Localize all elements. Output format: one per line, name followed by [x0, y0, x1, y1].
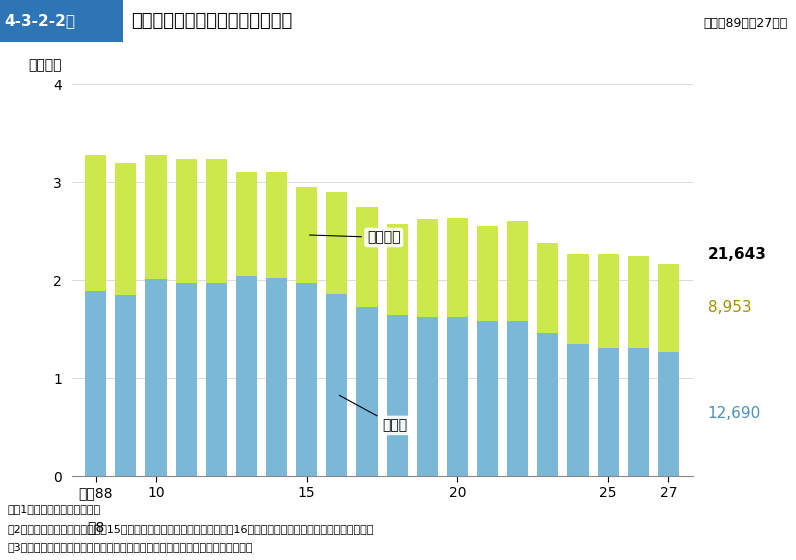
Bar — [537, 333, 559, 476]
Bar — [236, 172, 257, 276]
Bar — [146, 155, 166, 279]
Bar — [477, 226, 498, 321]
Bar — [628, 348, 649, 476]
Bar — [115, 295, 136, 476]
Bar — [0, 0, 123, 42]
Bar — [507, 321, 529, 476]
Bar — [447, 317, 468, 476]
Text: 暴力団構成員等の検挙人員の推移: 暴力団構成員等の検挙人員の推移 — [131, 12, 293, 30]
Bar — [115, 164, 136, 295]
Text: 8,953: 8,953 — [708, 300, 751, 315]
Bar — [417, 317, 438, 476]
Text: 特別法犯: 特別法犯 — [310, 231, 400, 245]
Bar — [537, 243, 559, 333]
Bar — [657, 352, 679, 476]
Bar — [326, 192, 347, 294]
Text: （平成89年～27年）: （平成89年～27年） — [704, 17, 788, 30]
Bar — [628, 256, 649, 348]
Bar — [205, 160, 227, 283]
Bar — [296, 283, 318, 476]
Bar — [85, 291, 107, 476]
Bar — [266, 172, 287, 278]
Text: 刑法犯: 刑法犯 — [339, 395, 408, 432]
Bar — [146, 279, 166, 476]
Bar — [357, 307, 377, 476]
Bar — [447, 218, 468, 317]
Bar — [176, 160, 197, 283]
Text: 21,643: 21,643 — [708, 247, 767, 262]
Bar — [236, 276, 257, 476]
Text: 2　刑法犯及び特別法犯（平成15年までは交通関係４法令違反を除き，16年以降は交通法令違反を除く。）に限る。: 2 刑法犯及び特別法犯（平成15年までは交通関係４法令違反を除き，16年以降は交… — [8, 524, 374, 534]
Bar — [326, 294, 347, 476]
Bar — [205, 283, 227, 476]
Bar — [477, 321, 498, 476]
Bar — [657, 264, 679, 352]
Text: 4-3-2-2図: 4-3-2-2図 — [4, 13, 75, 29]
Bar — [387, 315, 408, 476]
Bar — [266, 278, 287, 476]
Text: 平8: 平8 — [87, 520, 104, 534]
Bar — [568, 254, 588, 344]
Bar — [176, 283, 197, 476]
Text: 注　1　警察庁の統計による。: 注 1 警察庁の統計による。 — [8, 504, 101, 514]
Bar — [387, 224, 408, 315]
Bar — [598, 254, 618, 348]
Bar — [568, 344, 588, 476]
Text: 3　「暴力団構成員等」は，暴力団構成員及び準構成員その他の周辺者をいう。: 3 「暴力団構成員等」は，暴力団構成員及び準構成員その他の周辺者をいう。 — [8, 542, 253, 552]
Bar — [507, 221, 529, 321]
Bar — [598, 348, 618, 476]
Bar — [357, 208, 377, 307]
Text: 12,690: 12,690 — [708, 407, 761, 421]
Bar — [85, 155, 107, 291]
Bar — [417, 220, 438, 317]
Bar — [296, 187, 318, 283]
Text: （万人）: （万人） — [28, 58, 61, 72]
